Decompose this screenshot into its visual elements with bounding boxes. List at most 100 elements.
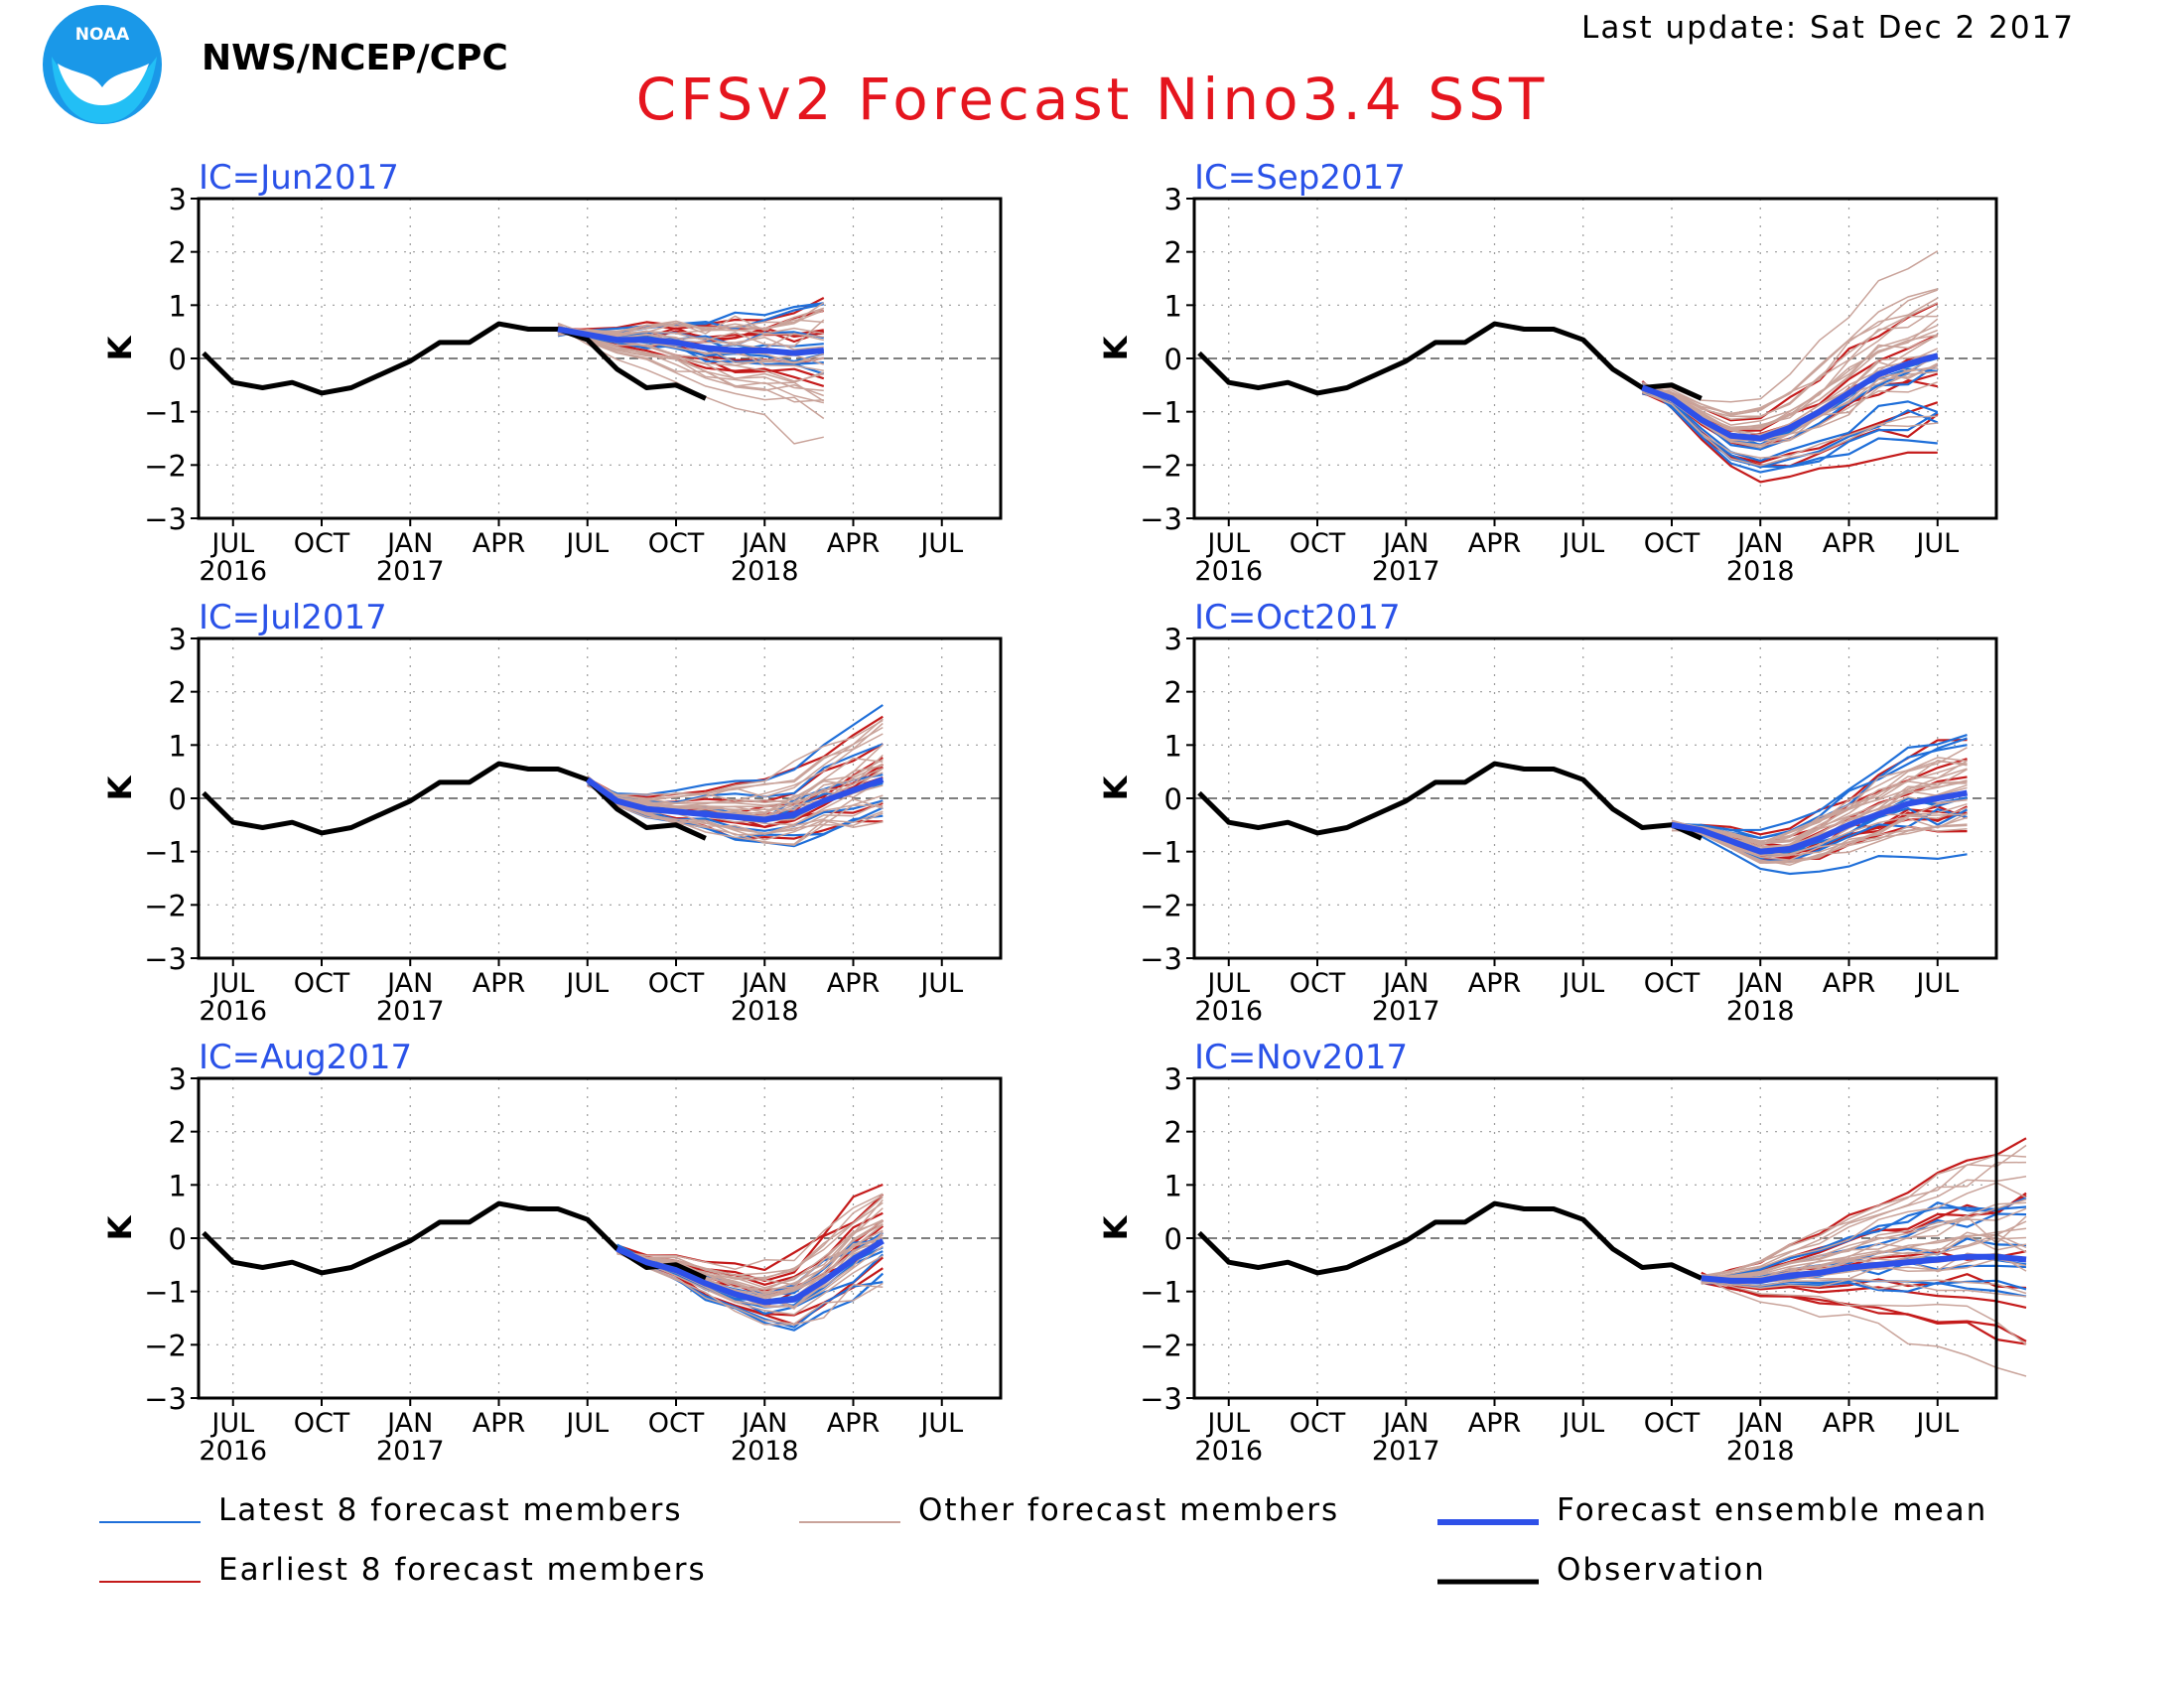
y-tick-label: 3 [1164,1062,1182,1096]
plot-frame [1192,197,1998,520]
legend-label-latest: Latest 8 forecast members [218,1492,683,1528]
forecast-member-other [587,781,884,846]
x-tick-label: APR [827,1408,881,1439]
y-tick-label: 1 [1164,289,1182,323]
plot-frame [1192,1076,1998,1400]
last-update-label: Last update: Sat Dec 2 2017 [1581,10,2075,46]
forecast-member-other [1701,1144,2027,1279]
y-tick-label: −3 [144,502,187,536]
x-tick-year: 2018 [731,556,799,587]
y-tick-label: 3 [1164,623,1182,656]
x-tick-label: OCT [294,968,350,999]
y-tick-label: 1 [169,729,187,763]
x-tick-label: JAN [385,528,433,559]
x-tick-label: JAN [1735,528,1783,559]
observation-line [1197,761,1703,841]
x-tick-year: 2017 [1372,556,1440,587]
x-tick-label: JUL [564,528,609,559]
x-tick-label: JAN [740,1408,787,1439]
x-tick-year: 2016 [199,556,267,587]
forecast-member-other [557,323,825,420]
forecast-member-other [1671,820,1968,863]
plot-frame [197,636,1003,960]
forecast-member-other [557,332,825,383]
forecast-member-other [587,778,884,836]
forecast-member-earliest [1701,1275,2027,1309]
plot-frame [197,197,1003,520]
x-tick-label: JUL [1914,528,1959,559]
x-tick-label: JAN [1381,968,1429,999]
y-tick-label: −2 [1140,889,1182,922]
y-tick-label: 1 [169,289,187,323]
x-tick-year: 2016 [1194,556,1263,587]
y-axis-label: K [101,335,139,360]
y-tick-label: −3 [144,942,187,976]
x-tick-label: JUL [1560,968,1604,999]
noaa-logo-text: NOAA [75,25,130,45]
ensemble-mean-line [615,1238,885,1306]
panel-title: IC=Jul2017 [199,598,387,637]
x-tick-label: OCT [1644,1408,1701,1439]
x-tick-label: OCT [1290,968,1346,999]
y-axis-label: K [101,774,139,800]
observation-line [1197,321,1703,401]
x-tick-label: JUL [1205,1408,1250,1439]
x-tick-label: OCT [648,1408,705,1439]
x-tick-label: JUL [918,968,963,999]
x-tick-year: 2018 [731,996,799,1027]
x-tick-year: 2016 [199,1436,267,1467]
ensemble-mean-line [1701,1253,2027,1284]
x-tick-label: JUL [1205,528,1250,559]
x-tick-label: APR [827,968,881,999]
y-tick-label: −1 [144,396,187,430]
forecast-member-other [557,307,825,335]
observation-line [1197,1200,1703,1281]
forecast-member-other [1701,1236,2027,1280]
x-tick-year: 2018 [1726,1436,1795,1467]
y-tick-label: −2 [144,889,187,922]
legend-label-mean: Forecast ensemble mean [1557,1492,1987,1528]
x-tick-label: APR [1468,528,1522,559]
x-tick-label: OCT [1644,968,1701,999]
page-title: CFSv2 Forecast Nino3.4 SST [635,66,1549,133]
x-tick-label: JUL [918,1408,963,1439]
legend-label-earliest: Earliest 8 forecast members [218,1552,707,1588]
forecast-member-other [616,1223,884,1290]
x-tick-year: 2017 [376,996,445,1027]
forecast-member-other [587,763,884,818]
y-tick-label: 3 [169,183,187,216]
forecast-member-other [1671,763,1968,844]
forecast-member-other [1672,747,1968,842]
y-tick-label: 1 [169,1169,187,1202]
y-tick-label: −2 [1140,1329,1182,1362]
forecast-member-other [587,757,884,807]
x-tick-year: 2017 [376,1436,445,1467]
panel-title: IC=Sep2017 [1194,158,1406,198]
y-tick-label: −1 [1140,396,1182,430]
x-tick-label: JUL [209,1408,254,1439]
y-tick-label: 0 [1164,782,1182,816]
legend-label-observation: Observation [1557,1552,1766,1588]
y-tick-label: 3 [1164,183,1182,216]
forecast-member-other [1642,289,1939,415]
forecast-member-other [1642,324,1939,429]
ensemble-mean-line [1671,789,1969,855]
forecast-member-other [1701,1215,2027,1282]
forecast-member-earliest [1701,1271,2027,1342]
forecast-member-other [1642,288,1938,415]
x-tick-label: OCT [648,968,705,999]
legend: Latest 8 forecast members Other forecast … [99,1492,1987,1588]
x-tick-label: OCT [294,1408,350,1439]
y-tick-label: 3 [169,623,187,656]
y-tick-label: 0 [169,1222,187,1256]
x-tick-label: APR [827,528,881,559]
forecast-member-other [1671,816,1968,865]
y-tick-label: −3 [1140,942,1182,976]
x-tick-label: APR [1468,1408,1522,1439]
x-tick-year: 2017 [1372,1436,1440,1467]
